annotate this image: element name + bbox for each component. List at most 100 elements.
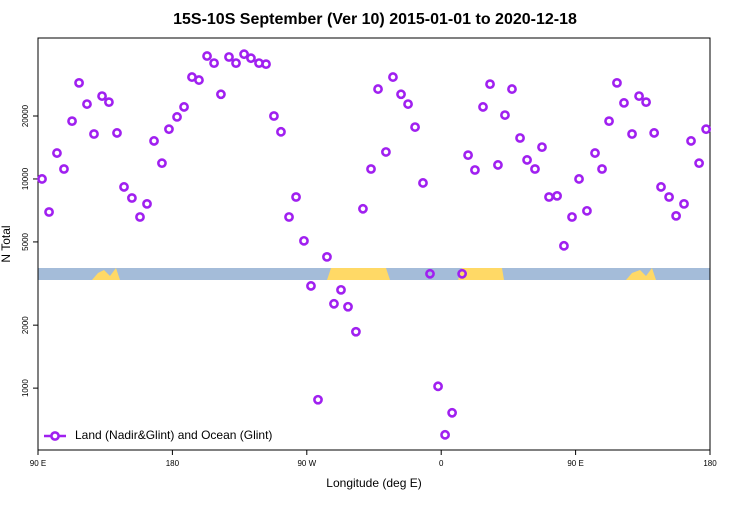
point — [276, 126, 286, 137]
point — [530, 164, 540, 174]
point — [82, 99, 92, 109]
point — [537, 142, 547, 153]
x-tick-label: 180 — [166, 459, 180, 468]
point — [447, 407, 458, 418]
x-axis-label: Longitude (deg E) — [326, 476, 421, 490]
point — [425, 268, 435, 279]
point — [104, 97, 114, 108]
point — [343, 301, 353, 312]
point — [701, 124, 712, 135]
point — [478, 102, 488, 112]
point — [246, 53, 256, 64]
point — [485, 79, 495, 90]
point — [112, 128, 122, 138]
point — [686, 136, 696, 146]
point — [119, 182, 129, 192]
point — [619, 98, 629, 108]
point — [418, 178, 428, 188]
point — [97, 91, 107, 101]
point — [373, 84, 383, 94]
point — [500, 110, 510, 120]
point — [52, 148, 62, 158]
point — [202, 51, 212, 61]
point — [299, 235, 309, 246]
legend-label: Land (Nadir&Glint) and Ocean (Glint) — [75, 428, 272, 442]
point — [433, 381, 443, 392]
point — [574, 174, 584, 184]
point — [544, 192, 554, 202]
y-tick-label: 1000 — [21, 379, 30, 397]
point — [239, 49, 249, 60]
point — [679, 198, 689, 209]
point — [507, 84, 517, 94]
point — [457, 268, 468, 279]
point — [559, 240, 569, 251]
point — [396, 89, 406, 100]
point — [590, 148, 600, 158]
point — [336, 284, 346, 295]
point — [388, 72, 398, 82]
x-tick-label: 90 E — [567, 459, 583, 468]
point — [89, 129, 99, 139]
point — [604, 116, 614, 127]
point — [329, 298, 339, 309]
point — [440, 429, 450, 440]
point — [164, 124, 174, 135]
point — [284, 212, 294, 222]
point — [74, 77, 84, 88]
y-axis-label: N Total — [0, 225, 13, 262]
legend-marker — [50, 431, 60, 441]
point — [216, 89, 226, 100]
point — [664, 192, 674, 202]
point — [627, 129, 637, 139]
y-tick-label: 20000 — [21, 104, 30, 127]
point — [366, 164, 376, 174]
point — [410, 122, 420, 132]
point — [127, 193, 137, 203]
point — [641, 97, 651, 108]
point — [381, 147, 391, 157]
y-tick-label: 10000 — [21, 167, 30, 190]
point — [261, 59, 271, 70]
point — [522, 155, 532, 165]
y-tick-label: 2000 — [21, 316, 30, 334]
point — [209, 58, 219, 69]
point — [142, 198, 152, 209]
point — [59, 164, 69, 174]
point — [656, 182, 666, 192]
point — [552, 190, 562, 201]
map-strip — [38, 268, 710, 280]
point — [463, 150, 473, 161]
point — [194, 75, 204, 85]
point — [322, 252, 332, 262]
point — [694, 158, 704, 169]
point — [231, 58, 241, 69]
point — [44, 207, 54, 217]
point — [172, 112, 182, 122]
point — [567, 212, 577, 222]
x-tick-label: 90 E — [30, 459, 46, 468]
x-tick-label: 90 W — [297, 459, 316, 468]
point — [612, 77, 622, 88]
chart-title: 15S-10S September (Ver 10) 2015-01-01 to… — [173, 11, 577, 28]
point — [157, 158, 167, 169]
point — [306, 281, 316, 291]
plot-frame — [37, 37, 711, 451]
point — [597, 164, 607, 174]
x-tick-label: 180 — [703, 459, 717, 468]
point — [515, 133, 525, 143]
point — [179, 102, 189, 112]
point — [671, 210, 682, 221]
point — [493, 160, 503, 170]
y-tick-label: 5000 — [21, 232, 30, 250]
point — [351, 326, 361, 337]
point — [649, 128, 660, 138]
point — [149, 136, 159, 146]
point — [313, 394, 323, 405]
point — [269, 111, 279, 121]
point — [470, 165, 480, 175]
point — [634, 91, 644, 101]
point — [67, 116, 77, 127]
